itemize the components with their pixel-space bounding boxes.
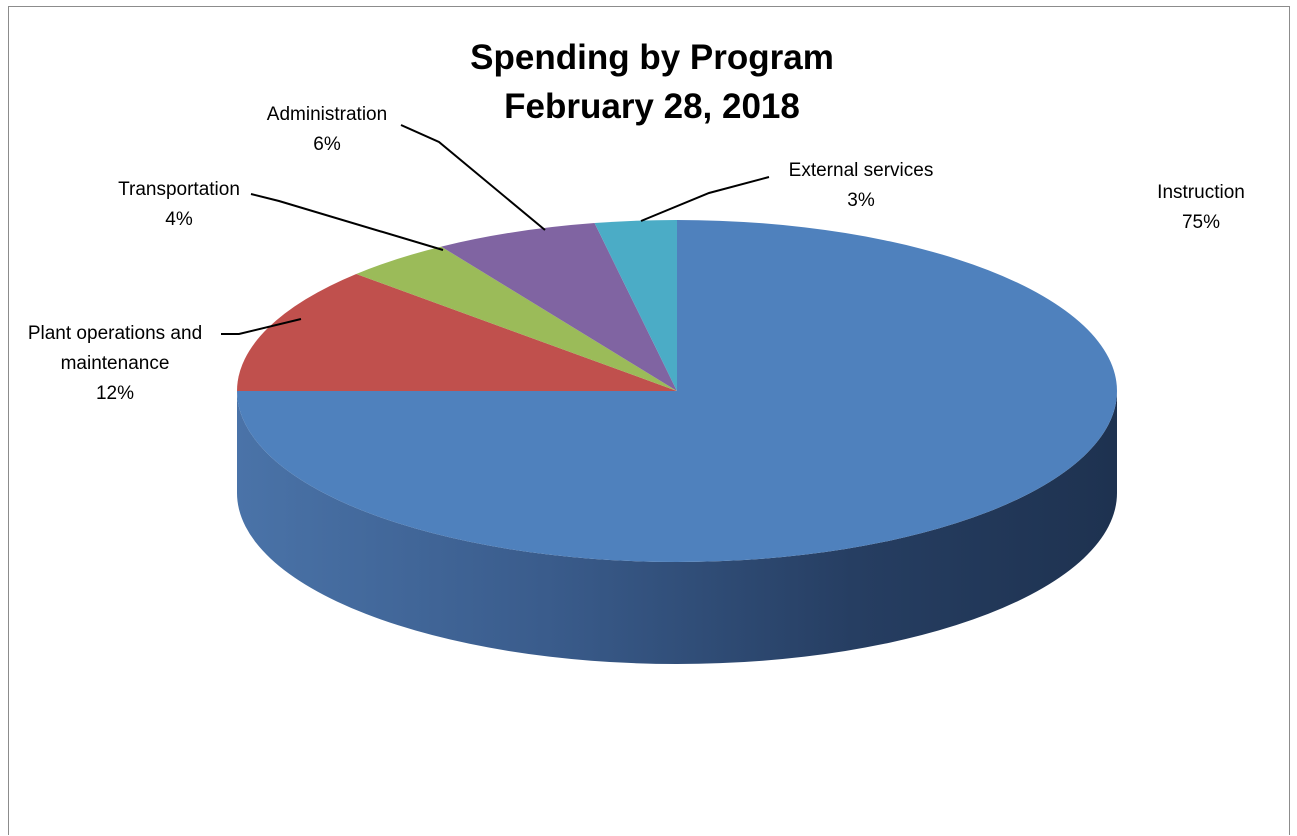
- pie-slice-administration: [441, 223, 677, 391]
- chart-title: Spending by Program: [470, 38, 834, 77]
- pie-chart: Spending by Program February 28, 2018 In…: [28, 38, 1245, 664]
- data-label-plant-line2: maintenance: [61, 353, 170, 374]
- data-label-transportation-name: Transportation: [118, 179, 240, 200]
- data-label-administration-name: Administration: [267, 104, 387, 125]
- data-label-administration-value: 6%: [313, 134, 341, 155]
- pie-slices: [237, 220, 1117, 562]
- data-label-plant-value: 12%: [96, 383, 134, 404]
- data-label-instruction-name: Instruction: [1157, 182, 1245, 203]
- leader-line-transportation: [250, 193, 444, 251]
- data-label-plant-line1: Plant operations and: [28, 323, 202, 344]
- chart-area: Spending by Program February 28, 2018 In…: [8, 6, 1290, 835]
- leader-line-plant: [221, 318, 302, 335]
- data-label-instruction-value: 75%: [1182, 212, 1220, 233]
- data-label-external-name: External services: [789, 160, 934, 181]
- pie-slice-side-instruction: [237, 391, 1117, 664]
- pie-slice-plant-operations-and-maintenance: [237, 273, 677, 391]
- chart-subtitle: February 28, 2018: [504, 87, 800, 126]
- leader-line-administration: [400, 124, 546, 231]
- data-label-transportation-value: 4%: [165, 209, 193, 230]
- pie-slice-external-services: [594, 220, 677, 391]
- data-label-external-value: 3%: [847, 190, 875, 211]
- leader-line-external: [640, 176, 770, 222]
- pie-slice-transportation: [356, 246, 677, 391]
